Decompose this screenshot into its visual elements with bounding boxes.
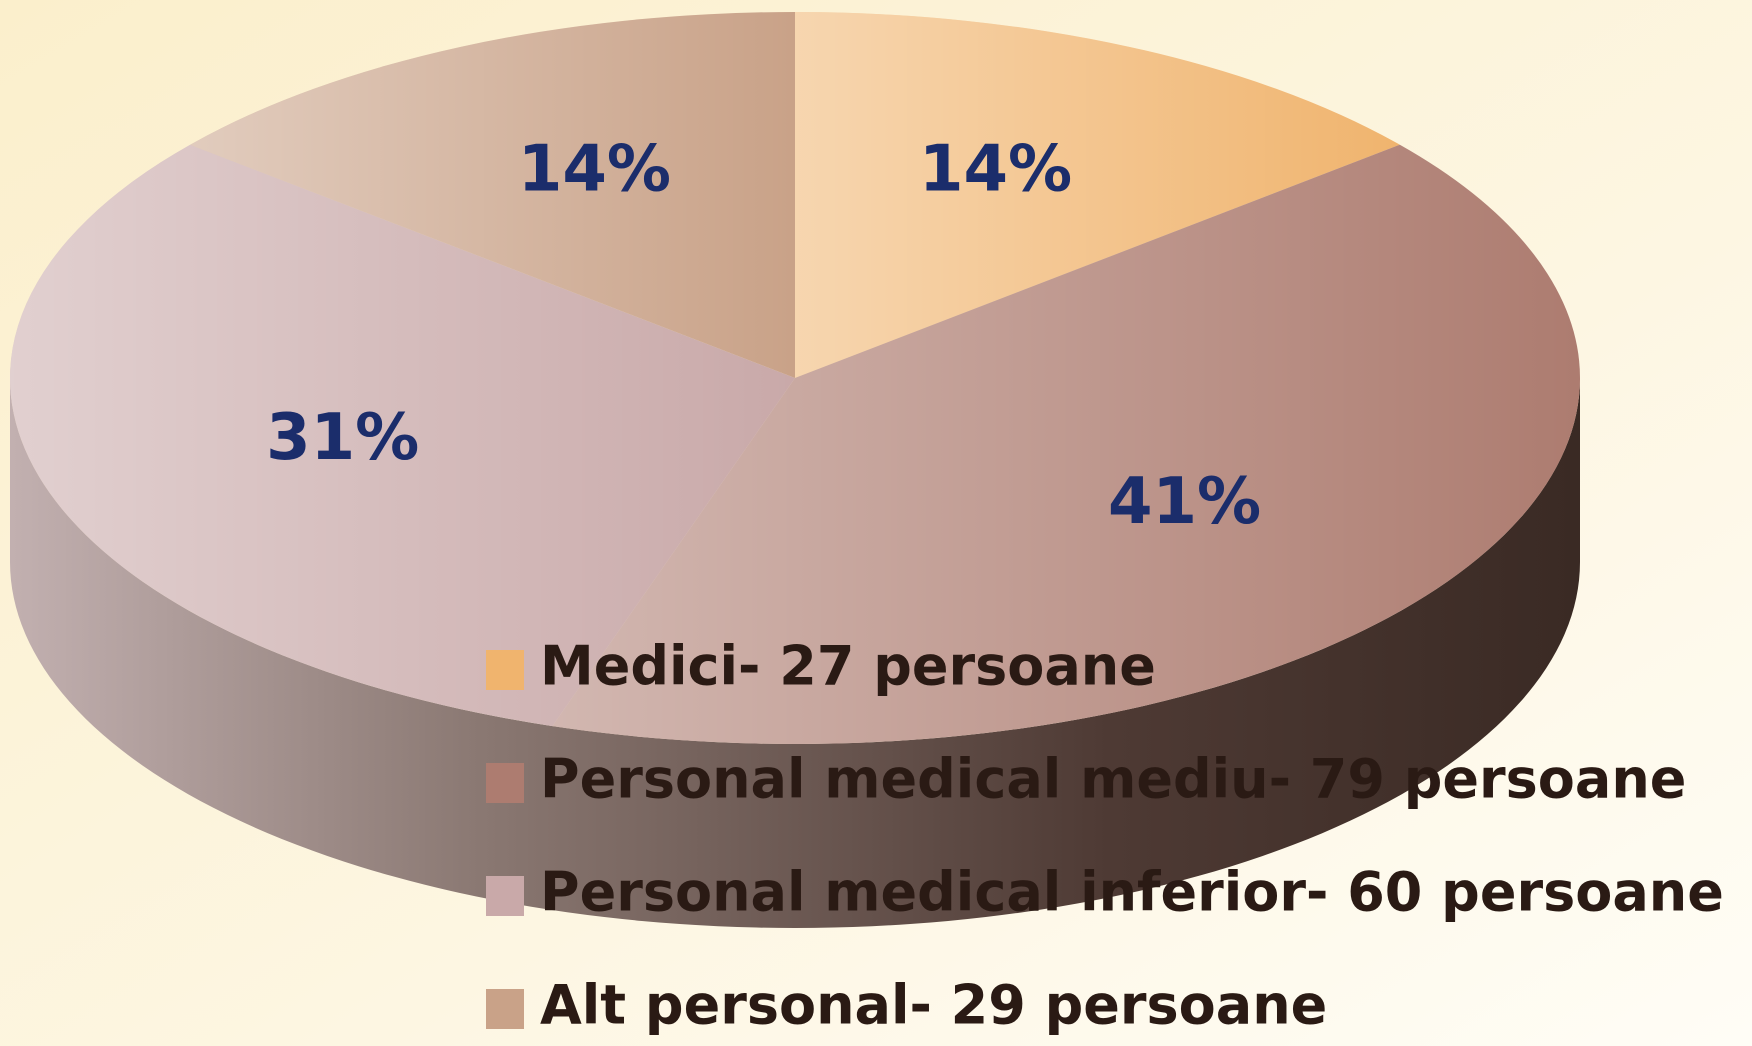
pie-side — [10, 378, 1580, 928]
slice-shade — [795, 12, 1400, 378]
legend-label: Medici- 27 persoane — [540, 635, 1156, 698]
data-label: 31% — [266, 401, 419, 475]
legend-swatch — [486, 989, 524, 1029]
pie: 14% 41% 31% 14% — [9, 12, 1580, 928]
legend-label: Personal medical inferior- 60 persoane — [540, 861, 1724, 924]
legend-label: Personal medical mediu- 79 persoane — [540, 748, 1686, 811]
legend-swatch — [486, 650, 524, 690]
legend-swatch — [486, 876, 524, 916]
slice-shade — [9, 144, 795, 727]
data-label: 14% — [518, 132, 671, 206]
legend-label: Alt personal- 29 persoane — [540, 974, 1327, 1037]
slice-shade — [552, 144, 1580, 744]
legend: Medici- 27 persoane Personal medical medi… — [486, 635, 1724, 1037]
data-label: 14% — [919, 132, 1072, 206]
slice-shade — [190, 12, 796, 378]
legend-swatch — [486, 763, 524, 803]
data-label: 41% — [1108, 465, 1261, 539]
